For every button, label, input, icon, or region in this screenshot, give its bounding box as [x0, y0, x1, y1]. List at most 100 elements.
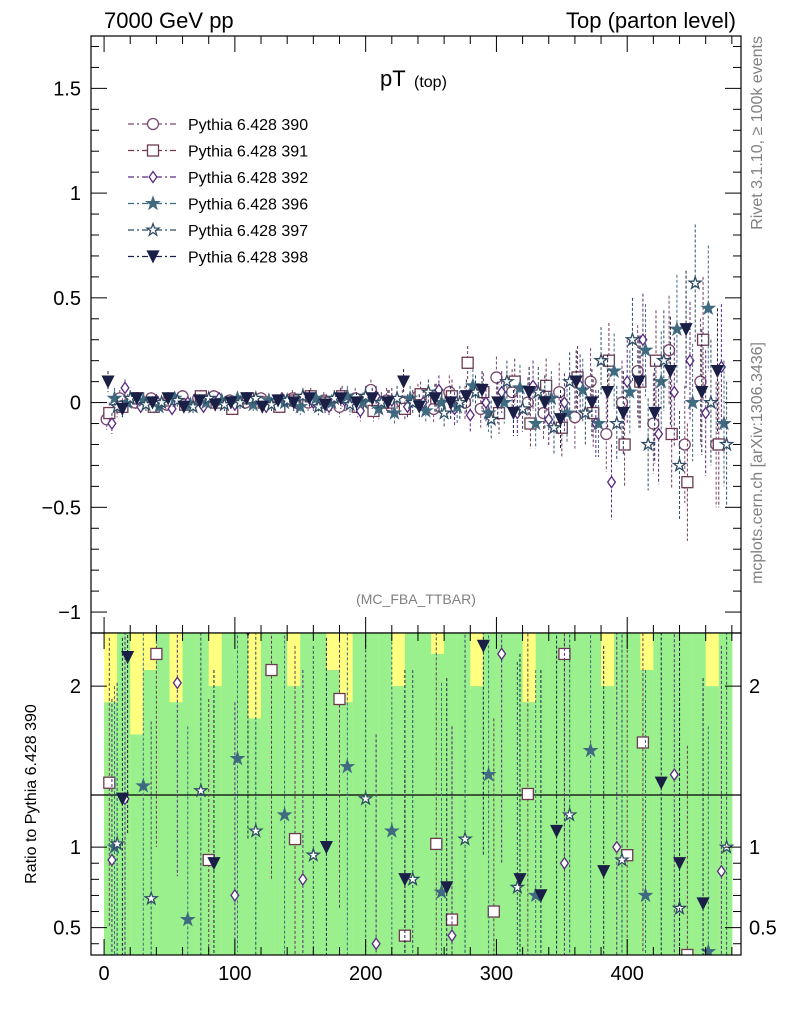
- main-point: [365, 392, 379, 406]
- main-axis-ticks: [91, 36, 741, 634]
- band-green-bin: [365, 633, 380, 955]
- main-point: [145, 396, 160, 410]
- header-right: Top (parton level): [566, 8, 736, 33]
- ratio-point: [109, 835, 125, 851]
- main-point: [386, 404, 403, 420]
- main-point: [671, 457, 688, 473]
- main-point: [615, 396, 629, 409]
- band-green-bin: [169, 702, 184, 955]
- band-green-bin: [352, 633, 367, 955]
- band-green-bin: [522, 702, 537, 955]
- ratio-point: [521, 787, 534, 801]
- band-green-bin: [666, 633, 681, 955]
- ratio-y-tick-label-right: 1: [749, 837, 760, 859]
- main-point: [420, 383, 437, 399]
- main-point: [208, 398, 222, 412]
- y-tick-label: 1.5: [53, 78, 81, 100]
- main-series-1: [103, 276, 725, 541]
- ratio-point: [561, 806, 578, 822]
- band-green-bin: [470, 686, 484, 955]
- main-point: [590, 415, 607, 431]
- ratio-y-tick-label-left: 0.5: [53, 918, 81, 940]
- ratio-point: [371, 937, 381, 951]
- legend-item: Pythia 6.428 390: [128, 117, 308, 134]
- main-point: [538, 396, 552, 410]
- main-point: [559, 404, 575, 420]
- main-series-5: [101, 270, 725, 464]
- main-point: [632, 375, 646, 389]
- ratio-point: [614, 851, 630, 867]
- main-y-tick-labels: −1 −0.5 0 0.5 1 1.5: [42, 78, 81, 624]
- main-point: [694, 375, 707, 388]
- ratio-y-tick-label-right: 0.5: [749, 918, 777, 940]
- legend-label: Pythia 6.428 391: [188, 144, 308, 161]
- legend-item: Pythia 6.428 396: [128, 195, 308, 214]
- band-green-bin: [208, 686, 223, 955]
- ratio-point: [121, 651, 135, 665]
- legend-marker: [146, 144, 160, 157]
- main-point: [103, 406, 116, 420]
- x-tick-label: 0: [99, 963, 110, 985]
- main-point: [287, 396, 301, 410]
- ratio-point: [339, 758, 356, 774]
- main-point: [685, 354, 695, 368]
- main-point: [648, 406, 662, 421]
- main-point: [107, 416, 117, 431]
- ratio-point: [230, 888, 240, 903]
- ratio-point: [333, 692, 346, 706]
- main-point: [606, 362, 623, 378]
- legend-label: Pythia 6.428 397: [188, 223, 308, 240]
- ratio-point: [534, 889, 548, 903]
- main-point: [665, 427, 678, 441]
- ratio-point: [103, 776, 116, 789]
- main-point: [577, 404, 594, 420]
- main-point: [647, 417, 660, 430]
- main-point: [684, 394, 701, 410]
- ratio-point: [509, 879, 526, 895]
- band-green-bin: [496, 633, 511, 955]
- y-tick-label: 1: [70, 183, 81, 205]
- main-point: [491, 396, 505, 410]
- legend-item: Pythia 6.428 397: [128, 221, 308, 240]
- ratio-point: [207, 857, 221, 871]
- main-point: [480, 404, 497, 420]
- legend-item: Pythia 6.428 391: [128, 144, 308, 161]
- main-point: [185, 398, 201, 414]
- main-point: [624, 331, 641, 347]
- ratio-point: [298, 872, 308, 886]
- band-green-bin: [627, 633, 641, 955]
- main-point: [662, 344, 676, 357]
- main-point: [701, 406, 711, 420]
- main-point: [593, 352, 610, 368]
- main-point: [130, 392, 144, 406]
- ratio-y-tick-labels: 0.5 0.5 1 1 2 2: [53, 676, 777, 940]
- band-green-bin: [247, 718, 262, 955]
- legend-marker: [145, 195, 161, 211]
- main-point: [192, 394, 207, 408]
- ratio-point: [265, 663, 278, 677]
- main-point: [600, 427, 613, 441]
- title-main: pT: [380, 66, 406, 91]
- main-point: [389, 390, 405, 406]
- band-green-bin: [339, 702, 354, 955]
- mcplots-label: mcplots.cern.ch [arXiv:1306.3436]: [749, 342, 766, 584]
- main-point: [669, 385, 679, 399]
- main-point: [569, 375, 583, 389]
- band-green-bin: [587, 633, 602, 955]
- main-title: pT (top): [380, 66, 447, 91]
- band-green-bin: [601, 686, 615, 955]
- main-point: [522, 385, 536, 400]
- analysis-annotation: (MC_FBA_TTBAR): [356, 591, 476, 607]
- legend-label: Pythia 6.428 392: [188, 170, 308, 187]
- main-point: [695, 385, 709, 400]
- band-green-bin: [143, 670, 157, 955]
- main-point: [601, 385, 615, 400]
- ratio-y-tick-label-left: 2: [70, 676, 81, 698]
- band-green-bin: [444, 633, 458, 955]
- band-green-bin: [261, 633, 275, 955]
- y-tick-label: 0.5: [53, 288, 81, 310]
- main-point: [240, 392, 254, 406]
- main-point: [618, 438, 631, 451]
- main-point: [444, 396, 458, 410]
- band-green-bin: [417, 633, 432, 955]
